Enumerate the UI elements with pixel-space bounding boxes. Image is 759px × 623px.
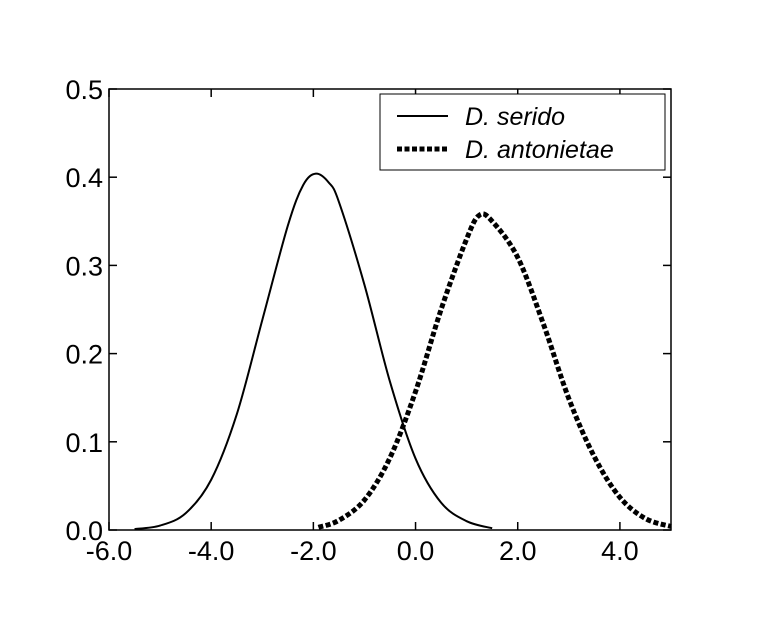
y-tick-label: 0.3 — [65, 251, 103, 281]
y-tick-label: 0.4 — [65, 163, 103, 193]
legend-label-serido: D. serido — [465, 103, 565, 131]
y-tick-label: 0.0 — [65, 516, 103, 546]
x-tick-label: 4.0 — [601, 536, 639, 566]
legend-box — [379, 93, 666, 171]
y-axis: 0.0 0.1 0.2 0.3 0.4 0.5 — [65, 75, 671, 546]
series-line-serido — [134, 172, 493, 531]
series-line-antonietae — [317, 211, 672, 530]
y-tick-label: 0.2 — [65, 340, 103, 370]
x-axis: -6.0 -4.0 -2.0 0.0 2.0 4.0 — [86, 89, 639, 566]
x-tick-label: -6.0 — [86, 536, 133, 566]
y-tick-label: 0.5 — [65, 75, 103, 105]
x-tick-label: 0.0 — [397, 536, 435, 566]
x-tick-label: -4.0 — [188, 536, 235, 566]
series-layer — [134, 172, 672, 531]
plot-frame — [108, 88, 672, 531]
x-tick-label: -2.0 — [290, 536, 337, 566]
y-tick-label: 0.1 — [65, 428, 103, 458]
legend-label-antonietae: D. antonietae — [465, 136, 614, 164]
x-tick-label: 2.0 — [499, 536, 537, 566]
legend: D. serido D. antonietae — [379, 93, 666, 171]
